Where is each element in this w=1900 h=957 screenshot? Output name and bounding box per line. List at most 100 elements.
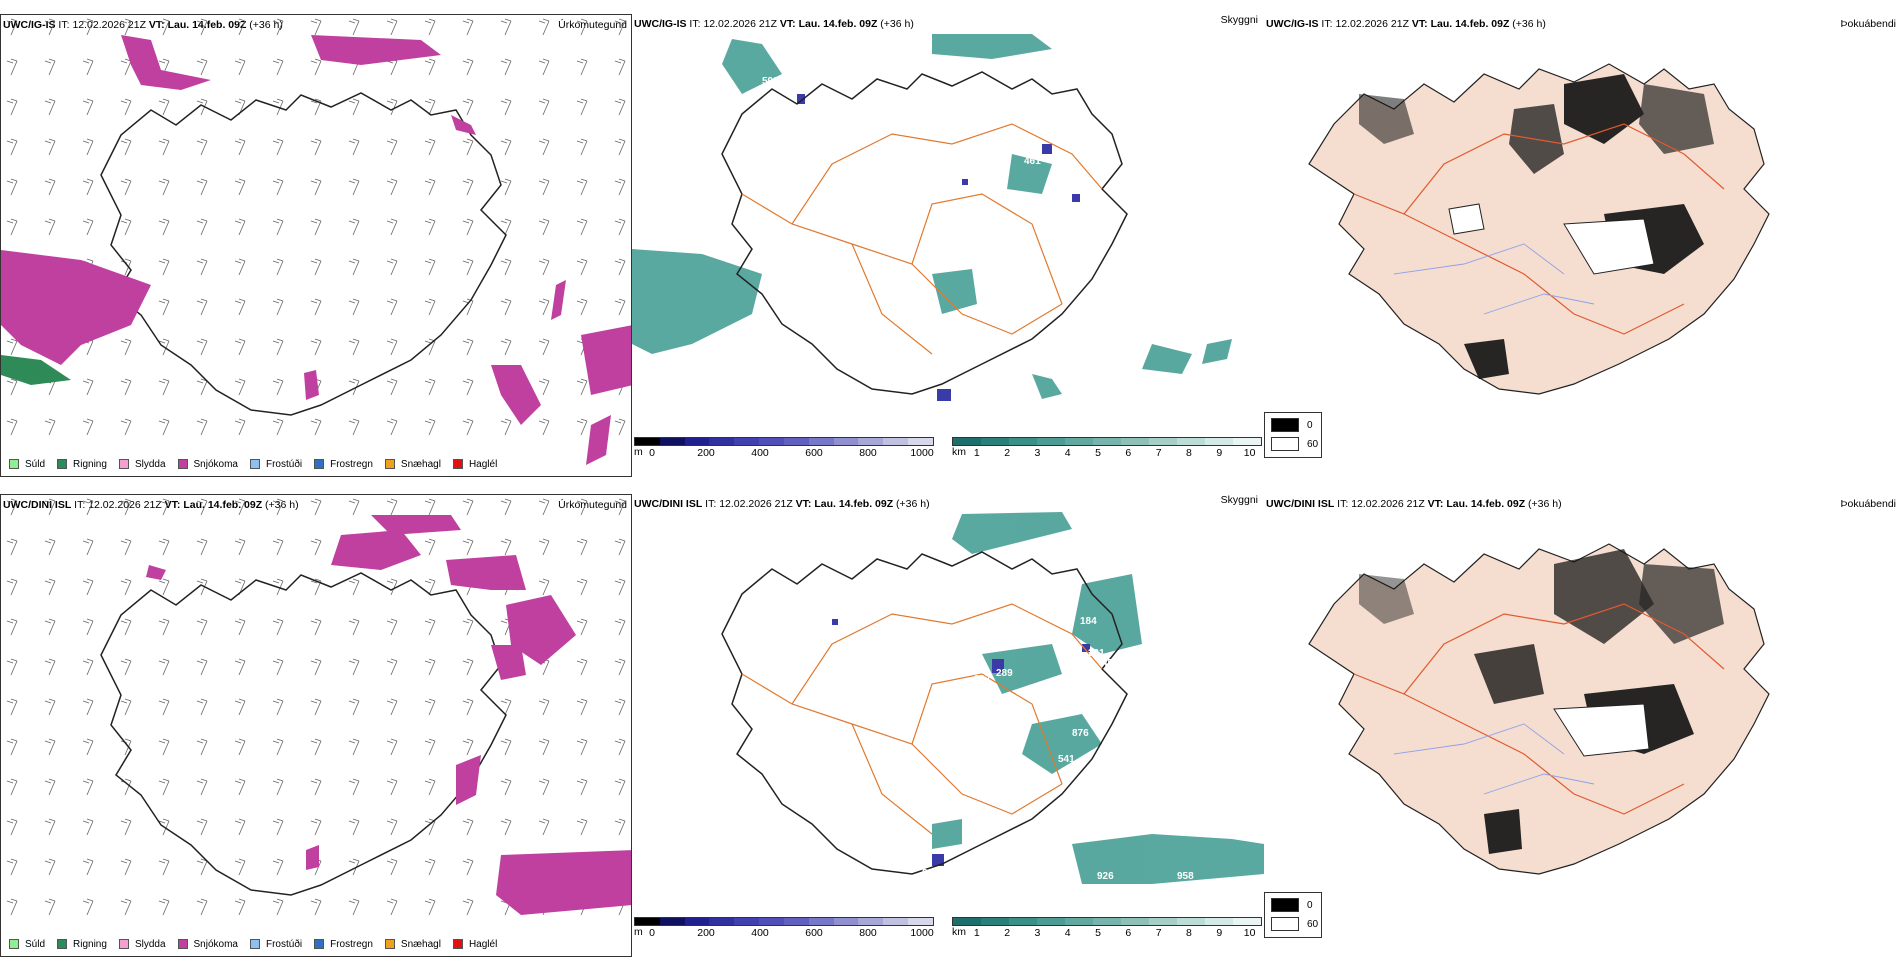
wind-barb (386, 498, 398, 516)
wind-barb (272, 258, 284, 276)
wind-barb (500, 258, 512, 276)
it-label: IT: (705, 498, 717, 510)
wind-barb (196, 18, 208, 36)
wind-barb (462, 498, 474, 516)
wind-barb (424, 178, 436, 196)
wind-barb (310, 418, 322, 436)
precip-legend: Súld Rigning Slydda Snjókoma Frostúði Frostre… (1, 932, 501, 956)
colorbar-tick: 7 (1155, 927, 1162, 939)
wind-barb (500, 498, 512, 516)
precip-legend-item: Haglél (452, 939, 497, 950)
wind-barb (158, 658, 170, 676)
colorbar-tick: 1 (973, 927, 980, 939)
visibility-value-label: 461 (1024, 156, 1041, 167)
wind-barb (272, 738, 284, 756)
visibility-value-label: 655 (970, 764, 987, 775)
wind-barb (6, 418, 18, 436)
wind-barb (158, 378, 170, 396)
wind-barb (272, 218, 284, 236)
precip-legend-item: Slydda (118, 939, 166, 950)
wind-barb (538, 298, 550, 316)
wind-barb (462, 98, 474, 116)
visibility-bar-swatches (952, 437, 1262, 446)
visibility-bar-swatches (952, 917, 1262, 926)
wind-barb (500, 298, 512, 316)
glacier (1448, 203, 1485, 235)
wind-barb (500, 138, 512, 156)
it-value: 12.02.2026 21Z (88, 499, 162, 511)
wind-barb (348, 778, 360, 796)
wind-barb (44, 18, 56, 36)
wind-barb (424, 778, 436, 796)
cloud-legend-swatch (1271, 898, 1299, 912)
wind-barb (576, 418, 588, 436)
cloud-header-bottom: UWC/DINI ISL IT: 12.02.2026 21Z VT: Lau.… (1266, 498, 1562, 510)
river-network (1393, 723, 1595, 795)
wind-barb (44, 498, 56, 516)
visibility-value-label: 116 (1002, 306, 1019, 317)
vt-label: VT: (148, 19, 165, 31)
wind-barb (158, 898, 170, 916)
fog-map-top (1308, 63, 1770, 395)
wind-barb (272, 818, 284, 836)
wind-barb (44, 738, 56, 756)
precip-legend-swatch (118, 459, 129, 469)
wind-barb (158, 138, 170, 156)
product-name: Skyggni (1220, 14, 1258, 26)
product-name: Skyggni (1220, 494, 1258, 506)
colorbar-swatch (908, 438, 933, 445)
wind-barb (6, 818, 18, 836)
wind-barb (82, 218, 94, 236)
wind-barb (196, 58, 208, 76)
wind-barb (158, 738, 170, 756)
wind-barb (120, 178, 132, 196)
precip-legend-swatch (384, 939, 395, 949)
colorbar-swatch (1037, 918, 1065, 925)
wind-barb (158, 418, 170, 436)
vt-label: VT: (1427, 498, 1444, 510)
cloud-legend-row: 60 (1271, 437, 1321, 451)
wind-barb (44, 698, 56, 716)
road-network (1353, 123, 1725, 335)
wind-barb (462, 738, 474, 756)
wind-barb (386, 658, 398, 676)
wind-barb (120, 58, 132, 76)
wind-barb (348, 498, 360, 516)
precip-legend-label: Súld (25, 458, 46, 470)
precip-legend-item: Snæhagl (384, 938, 441, 950)
precip-map-bottom (6, 498, 631, 916)
colorbar-tick: 600 (805, 927, 823, 939)
lead-time: (+36 h) (1528, 498, 1562, 510)
vis-header-bottom: UWC/DINI ISL IT: 12.02.2026 21Z VT: Lau.… (634, 498, 930, 510)
precip-legend-item: Snjókoma (177, 459, 238, 470)
wind-barb (158, 538, 170, 556)
vt-value: Lau. 14.feb. 09Z (814, 498, 894, 510)
wind-barb (348, 338, 360, 356)
visibility-ticks: 1 2 3 4 5 6 7 8 9 10 (952, 927, 1262, 939)
colorbar-swatch (1037, 438, 1065, 445)
colorbar-swatch (1233, 918, 1261, 925)
wind-barb (576, 698, 588, 716)
wind-barb (158, 18, 170, 36)
wind-barb (44, 418, 56, 436)
wind-barb (348, 738, 360, 756)
wind-barb (272, 698, 284, 716)
wind-barb (348, 618, 360, 636)
wind-barb (538, 738, 550, 756)
wind-barb (614, 418, 626, 436)
colorbar-tick: 600 (805, 447, 823, 459)
precip-legend-label: Snæhagl (400, 458, 441, 470)
wind-barb (82, 538, 94, 556)
wind-barb (538, 138, 550, 156)
precip-legend-label: Snjókoma (193, 938, 238, 950)
product-name: Úrkomutegund (558, 499, 627, 511)
wind-barb (310, 778, 322, 796)
precip-legend-label: Snæhagl (400, 938, 441, 950)
colorbar-tick: 3 (1034, 447, 1041, 459)
wind-barb (614, 258, 626, 276)
wind-barb (6, 18, 18, 36)
wind-barb (386, 738, 398, 756)
wind-barb (576, 378, 588, 396)
precip-legend-swatch (249, 459, 260, 469)
wind-barb (234, 218, 246, 236)
